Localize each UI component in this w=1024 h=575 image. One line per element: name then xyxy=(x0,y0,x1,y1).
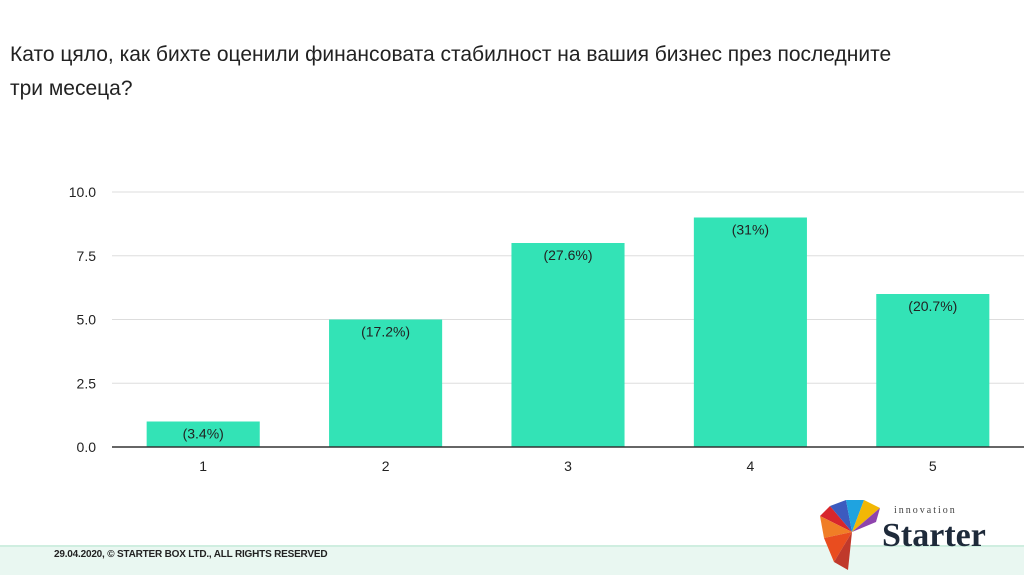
bar-data-label: (3.4%) xyxy=(183,426,224,442)
y-tick-label: 5.0 xyxy=(77,312,97,328)
y-tick-label: 2.5 xyxy=(77,375,97,391)
bar-data-label: (31%) xyxy=(732,222,769,238)
bar xyxy=(146,421,260,447)
logo-wordmark: Starter xyxy=(882,517,986,554)
bar-data-label: (17.2%) xyxy=(361,324,410,340)
starter-logo-icon xyxy=(820,500,880,570)
bar-chart: 0.0 2.5 5.0 7.5 10.0 (3.4%) 1 (17.2%) 2 (27.6%) 3 (… xyxy=(69,184,1024,474)
footer-bar xyxy=(0,545,1024,575)
y-tick-label: 7.5 xyxy=(77,248,97,264)
bar-data-label: (20.7%) xyxy=(908,298,957,314)
x-tick-label: 4 xyxy=(747,458,755,474)
bar xyxy=(329,319,443,447)
chart-title: Като цяло, как бихте оценили финансовата… xyxy=(10,43,892,100)
bar xyxy=(876,294,990,447)
bar xyxy=(511,243,625,447)
footer-divider xyxy=(0,545,1024,547)
footer-copyright: 29.04.2020, © STARTER BOX LTD., ALL RIGH… xyxy=(54,549,328,560)
logo-tagline: innovation xyxy=(894,505,957,516)
y-tick-label: 10.0 xyxy=(69,184,96,200)
x-tick-label: 3 xyxy=(564,458,572,474)
bar-data-label: (27.6%) xyxy=(543,247,592,263)
x-tick-label: 2 xyxy=(382,458,390,474)
x-tick-label: 1 xyxy=(199,458,207,474)
bar xyxy=(693,217,807,447)
y-tick-label: 0.0 xyxy=(77,439,97,455)
x-tick-label: 5 xyxy=(929,458,937,474)
